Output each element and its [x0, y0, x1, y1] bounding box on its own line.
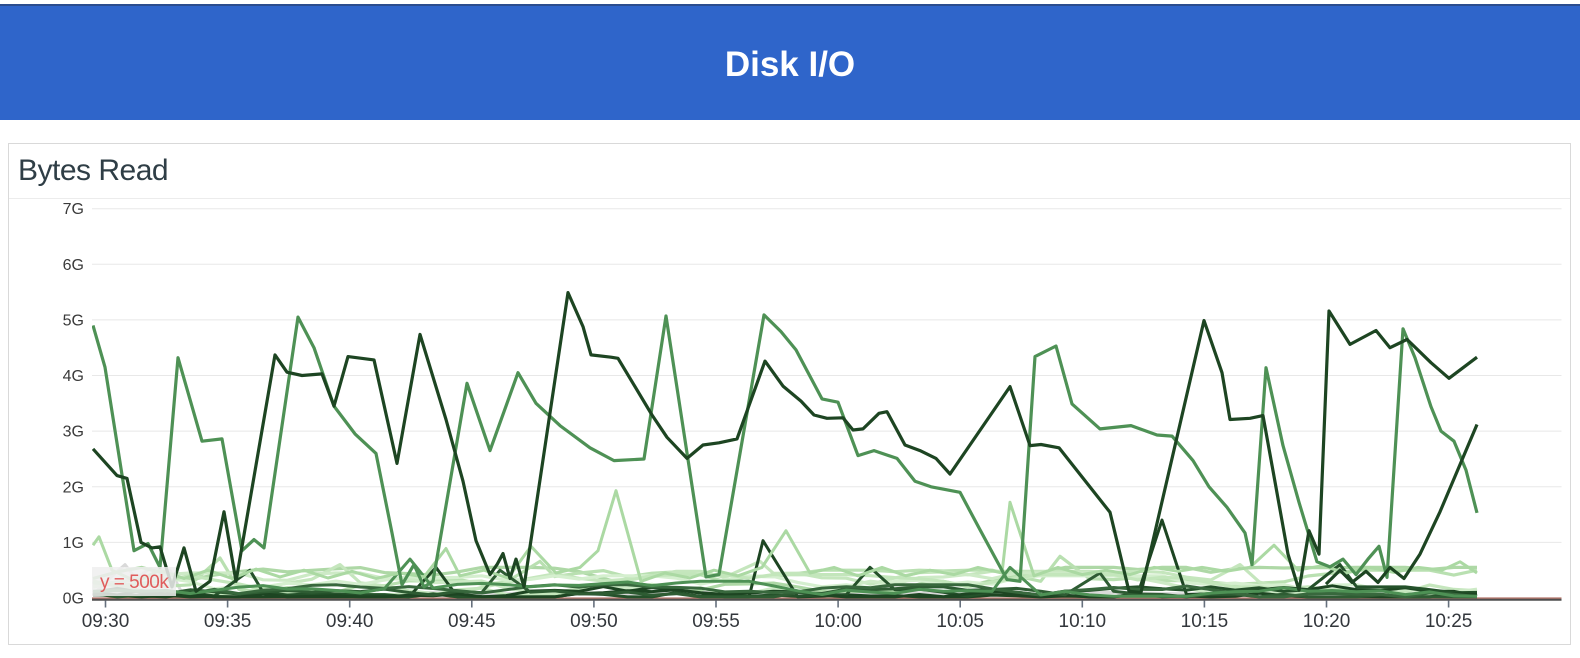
- svg-text:4G: 4G: [63, 368, 84, 385]
- svg-text:5G: 5G: [63, 312, 84, 329]
- svg-text:2G: 2G: [63, 479, 84, 496]
- svg-text:09:55: 09:55: [692, 611, 740, 632]
- svg-text:y = 500k: y = 500k: [100, 572, 169, 593]
- svg-text:09:50: 09:50: [570, 611, 618, 632]
- svg-text:6G: 6G: [63, 257, 84, 274]
- svg-text:09:35: 09:35: [204, 611, 252, 632]
- svg-text:10:05: 10:05: [936, 611, 984, 632]
- svg-text:3G: 3G: [63, 424, 84, 441]
- svg-text:09:45: 09:45: [448, 611, 496, 632]
- svg-text:10:25: 10:25: [1425, 611, 1473, 632]
- svg-text:09:30: 09:30: [82, 611, 130, 632]
- svg-text:1G: 1G: [63, 535, 84, 552]
- svg-text:10:15: 10:15: [1181, 611, 1229, 632]
- svg-text:0G: 0G: [63, 591, 84, 608]
- svg-text:10:10: 10:10: [1059, 611, 1107, 632]
- svg-text:10:00: 10:00: [814, 611, 862, 632]
- svg-text:7G: 7G: [63, 201, 84, 218]
- svg-text:10:20: 10:20: [1303, 611, 1351, 632]
- svg-text:09:40: 09:40: [326, 611, 374, 632]
